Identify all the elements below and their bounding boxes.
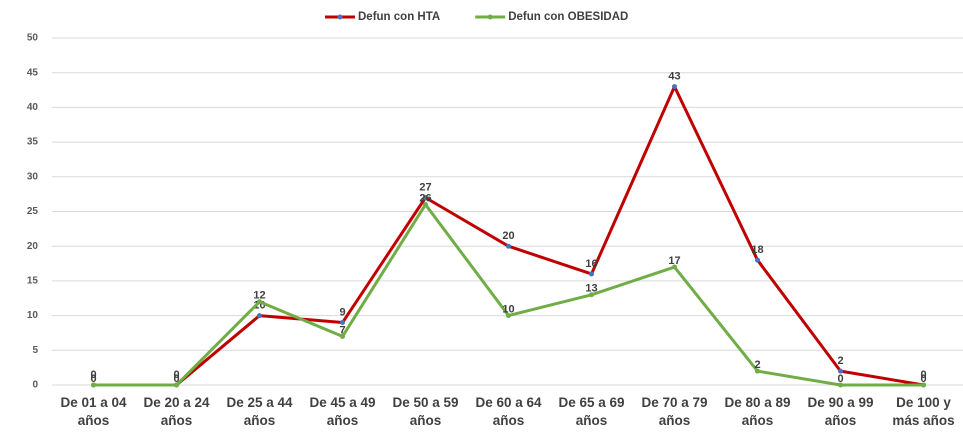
point-marker <box>340 333 345 339</box>
legend-marker <box>487 14 493 20</box>
x-tick-label: De 70 a 79 años <box>641 395 708 428</box>
y-tick-label: 45 <box>27 67 39 78</box>
y-tick-label: 15 <box>27 276 39 287</box>
x-tick-label: De 60 a 64 años <box>475 395 542 428</box>
x-tick-label: De 80 a 89 años <box>724 395 791 428</box>
data-label: 43 <box>668 70 680 82</box>
x-tick-label: De 25 a 44 años <box>226 395 293 428</box>
point-marker <box>755 257 760 263</box>
y-tick-label: 40 <box>27 102 39 113</box>
data-label: 0 <box>920 369 926 381</box>
point-marker <box>672 84 677 90</box>
y-tick-label: 10 <box>27 310 39 321</box>
point-marker <box>589 271 594 277</box>
x-tick-label: De 90 a 99 años <box>807 395 874 428</box>
data-label: 0 <box>90 369 96 381</box>
x-tick-label: De 20 a 24 años <box>143 395 210 428</box>
y-tick-label: 25 <box>27 206 39 217</box>
data-label: 2 <box>754 359 760 371</box>
data-label: 0 <box>920 373 926 385</box>
data-label: 0 <box>173 373 179 385</box>
data-label: 13 <box>585 283 597 295</box>
data-label: 20 <box>502 230 514 242</box>
point-marker <box>921 382 926 388</box>
data-label: 10 <box>502 304 514 316</box>
point-marker <box>589 292 594 298</box>
point-marker <box>91 382 96 388</box>
legend-label: Defun con HTA <box>358 11 440 23</box>
data-label: 27 <box>419 182 431 194</box>
x-tick-label: De 50 a 59 años <box>392 395 459 428</box>
x-tick-label: De 100 y más años <box>892 395 955 428</box>
y-tick-label: 5 <box>32 345 38 356</box>
data-label: 7 <box>339 324 345 336</box>
data-label: 0 <box>90 373 96 385</box>
point-marker <box>506 313 511 319</box>
point-marker <box>506 243 511 249</box>
y-tick-label: 0 <box>32 380 38 391</box>
x-tick-label: De 45 a 49 años <box>309 395 376 428</box>
point-marker <box>672 264 677 270</box>
point-marker <box>340 320 345 326</box>
legend-marker <box>337 14 343 20</box>
point-marker <box>257 313 262 319</box>
x-tick-label: De 01 a 04 años <box>60 395 127 428</box>
point-marker <box>838 382 843 388</box>
point-marker <box>257 299 262 305</box>
y-tick-label: 35 <box>27 137 39 148</box>
data-label: 18 <box>751 244 763 256</box>
legend-label: Defun con OBESIDAD <box>508 11 628 23</box>
point-marker <box>423 195 428 201</box>
point-marker <box>423 202 428 208</box>
data-label: 12 <box>253 290 265 302</box>
y-tick-label: 30 <box>27 171 39 182</box>
point-marker <box>174 382 179 388</box>
data-label: 17 <box>668 255 680 267</box>
point-marker <box>755 368 760 374</box>
data-label: 9 <box>339 306 345 318</box>
point-marker <box>838 368 843 374</box>
x-tick-label: De 65 a 69 años <box>558 395 625 428</box>
data-label: 16 <box>585 258 597 270</box>
data-label: 0 <box>837 373 843 385</box>
data-label: 26 <box>419 192 431 204</box>
y-tick-label: 20 <box>27 241 39 252</box>
data-label: 0 <box>173 369 179 381</box>
data-label: 2 <box>837 355 843 367</box>
y-tick-label: 50 <box>27 33 39 44</box>
